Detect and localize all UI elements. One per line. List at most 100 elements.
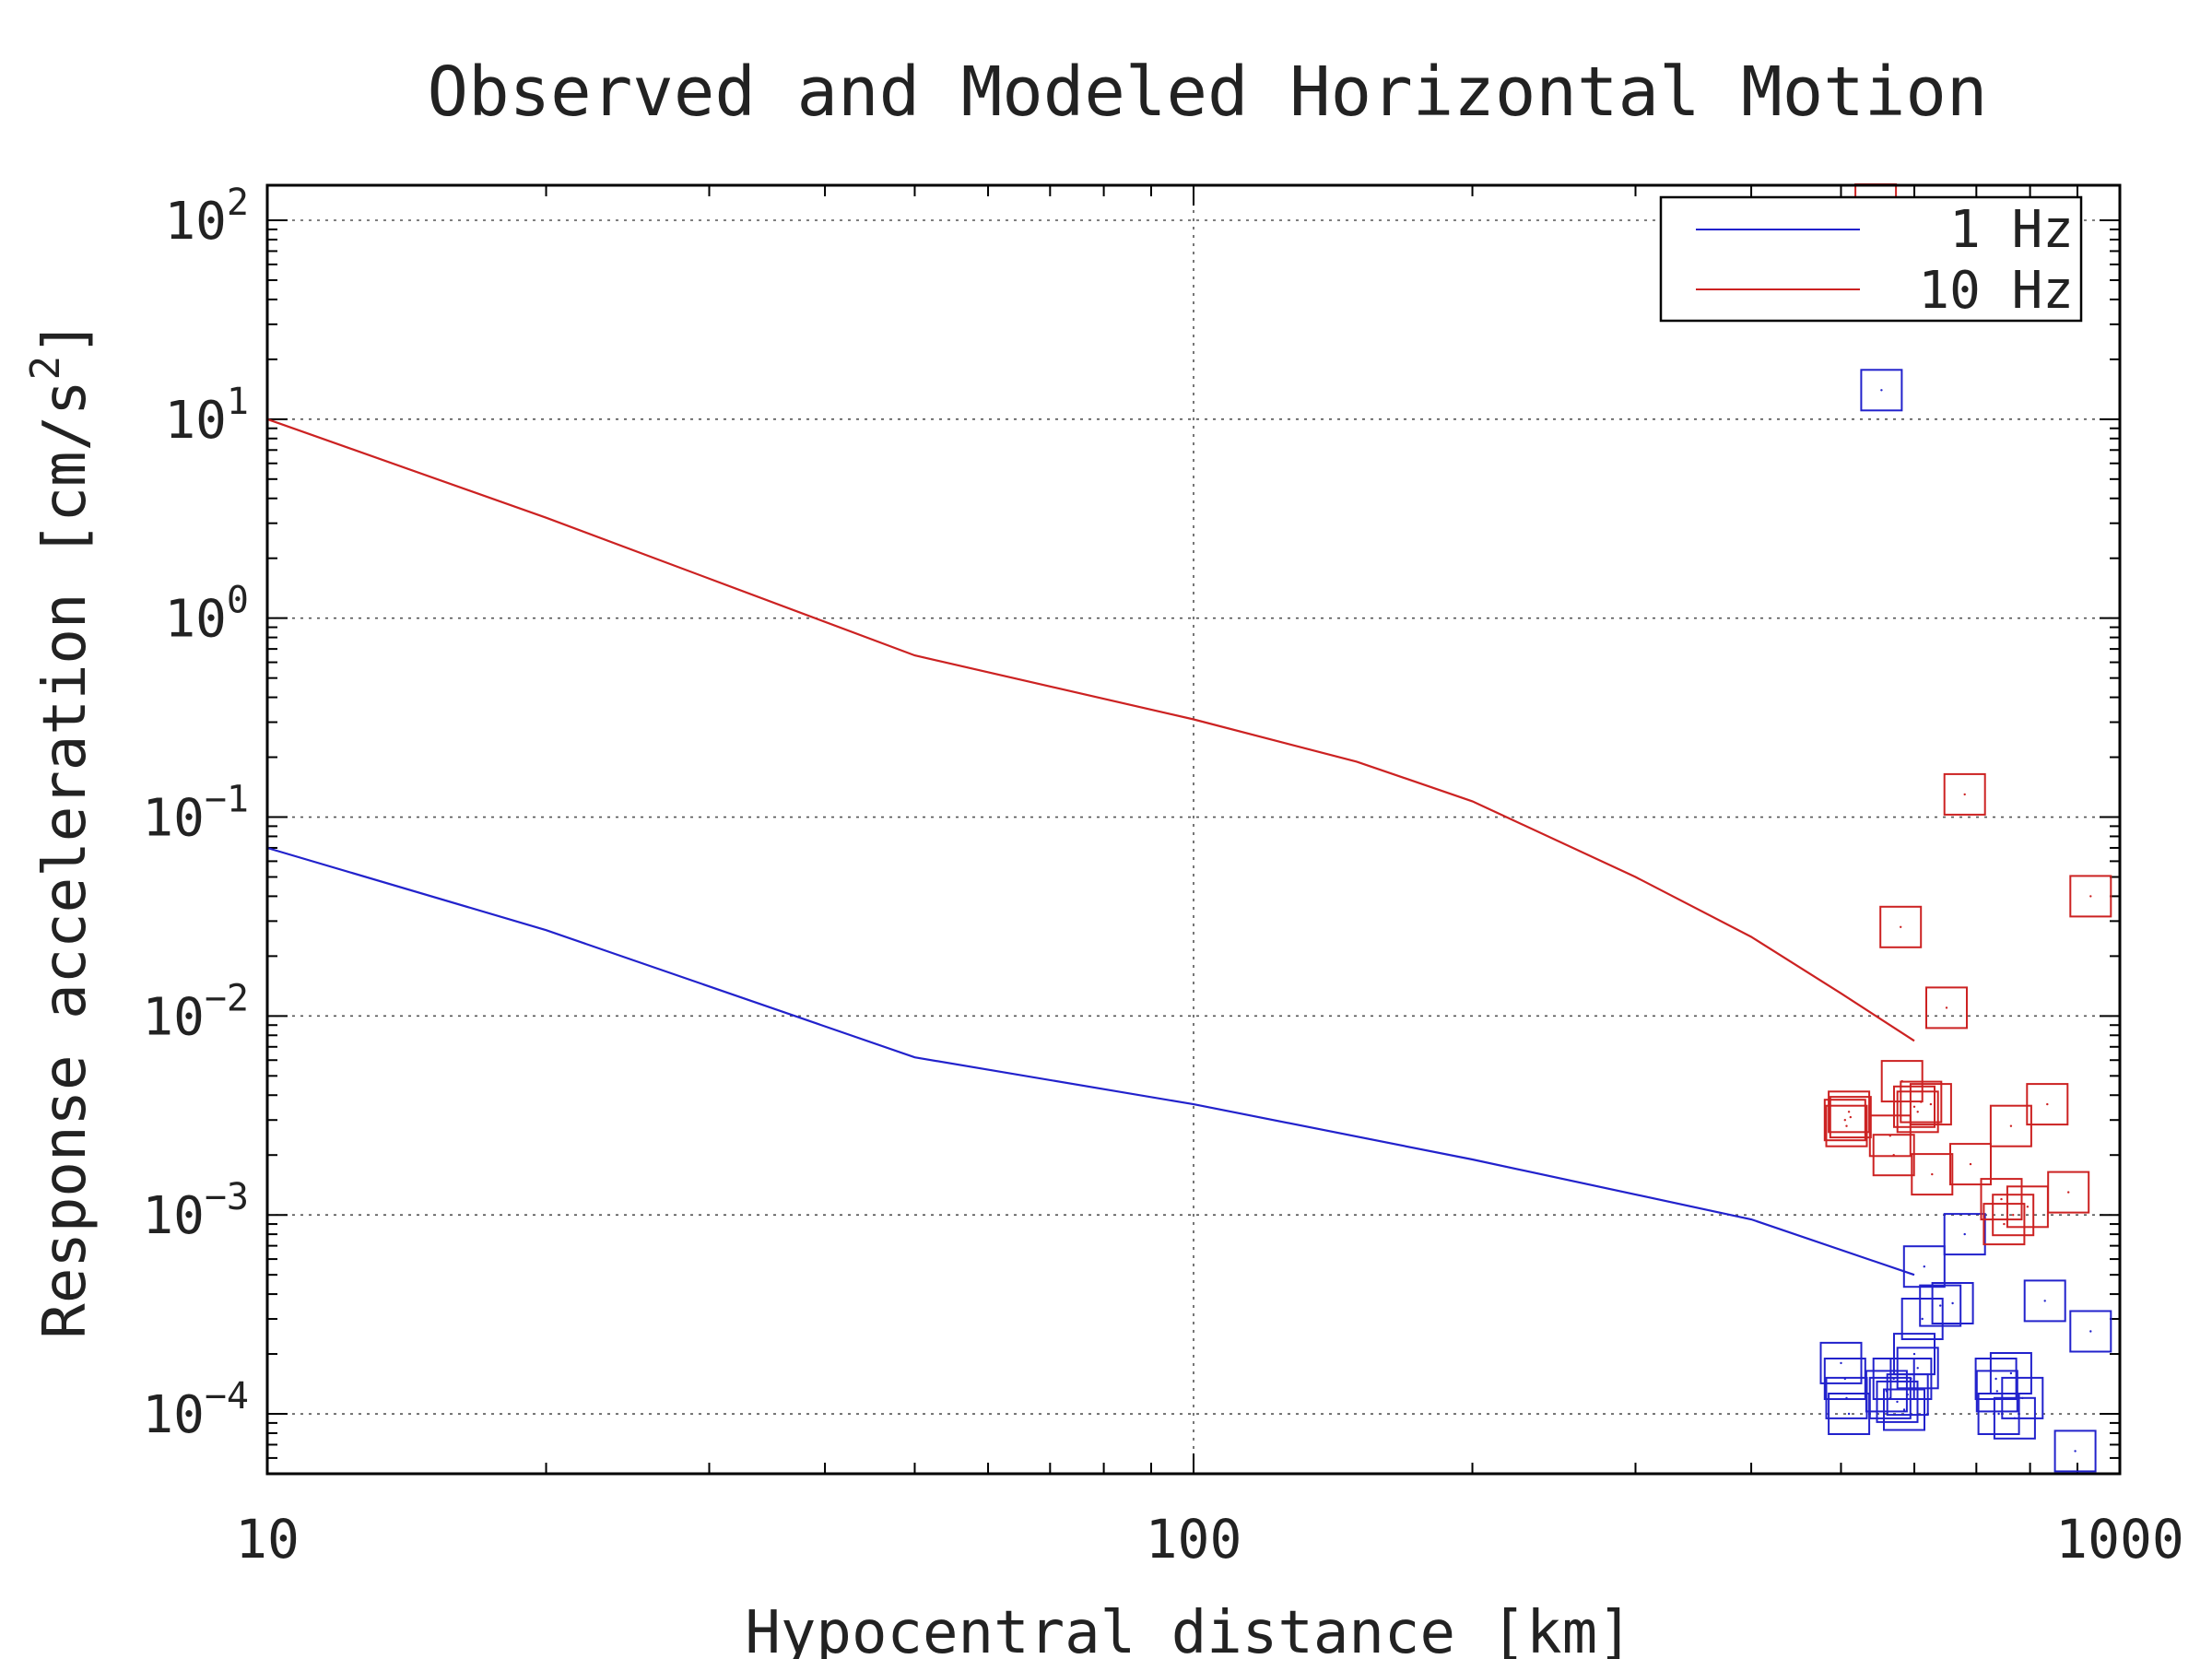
observed-point-10hz	[1980, 1178, 2023, 1221]
observed-point-center-1hz	[1912, 1352, 1916, 1356]
observed-point-center-10hz	[2000, 1197, 2003, 1201]
observed-point-10hz	[1909, 1083, 1952, 1126]
y-axis-label-main: Response acceleration [cm/s	[31, 380, 100, 1338]
observed-point-10hz	[1900, 1080, 1943, 1124]
observed-point-center-1hz	[2009, 1371, 2013, 1375]
observed-point-center-1hz	[1892, 1377, 1895, 1381]
observed-point-center-10hz	[2046, 1102, 2049, 1106]
model-line-10hz	[266, 418, 1915, 1042]
observed-point-center-1hz	[1916, 1367, 1919, 1370]
observed-point-center-1hz	[1880, 389, 1883, 392]
observed-point-center-10hz	[1963, 793, 1966, 796]
observed-point-center-1hz	[2074, 1450, 2077, 1453]
observed-point-center-1hz	[2043, 1300, 2046, 1302]
observed-point-1hz	[1893, 1333, 1936, 1376]
observed-point-1hz	[1819, 1341, 1863, 1384]
observed-point-center-10hz	[1969, 1162, 1972, 1166]
model-lines	[266, 418, 1915, 1277]
observed-point-center-10hz	[1892, 1154, 1895, 1157]
observed-point-center-10hz	[1912, 1105, 1916, 1109]
observed-point-center-10hz	[2089, 895, 2092, 898]
axis-ticks	[267, 185, 2120, 1474]
legend-box	[1659, 195, 2083, 323]
observed-point-center-10hz	[1920, 1100, 1923, 1103]
plot-frame	[265, 183, 2122, 1476]
observed-point-1hz	[1974, 1358, 2018, 1400]
observed-point-10hz	[1893, 1085, 1936, 1128]
x-tick-labels: 10 100 1000	[235, 1508, 2184, 1571]
observed-point-10hz	[2069, 875, 2112, 918]
observed-point-center-1hz	[2021, 1396, 2024, 1400]
observed-point-1hz	[1860, 369, 1903, 412]
model-line-1hz	[266, 846, 1915, 1277]
observed-point-center-10hz	[1845, 1124, 1848, 1127]
observed-point-1hz	[1889, 1358, 1933, 1400]
y-tick-label: 100	[164, 580, 249, 650]
observed-point-10hz	[1983, 1203, 2026, 1246]
observed-point-center-1hz	[1847, 1412, 1851, 1416]
observed-point-10hz	[1828, 1090, 1871, 1134]
x-axis-label: Hypocentral distance [km]	[745, 1599, 1632, 1659]
observed-point-10hz	[1949, 1143, 1992, 1186]
observed-point-10hz	[1989, 1104, 2032, 1147]
observed-point-1hz	[1975, 1370, 2018, 1413]
observed-point-center-1hz	[1902, 1408, 1906, 1411]
observed-point-1hz	[1931, 1282, 1974, 1324]
y-tick-label: 101	[164, 381, 249, 451]
observed-point-1hz	[1943, 1213, 1986, 1256]
observed-point-center-10hz	[2003, 1222, 2006, 1226]
observed-point-1hz	[2069, 1310, 2112, 1353]
observed-point-center-1hz	[1840, 1361, 1842, 1365]
observed-point-1hz	[1919, 1284, 1962, 1327]
y-tick-label: 102	[164, 182, 249, 252]
y-tick-label: 10−2	[142, 977, 249, 1047]
legend: 1 Hz 10 Hz	[1659, 195, 2083, 323]
observed-point-center-10hz	[2009, 1124, 2013, 1127]
observed-point-1hz	[2001, 1376, 2044, 1419]
observed-point-1hz	[1883, 1388, 1925, 1431]
legend-label-10hz: 10 Hz	[1918, 261, 2074, 321]
observed-point-10hz	[1943, 772, 1986, 816]
observed-point-10hz	[1925, 986, 1968, 1030]
x-tick-label: 10	[235, 1508, 300, 1571]
observed-point-center-10hz	[1931, 1172, 1934, 1176]
observed-point-center-1hz	[1951, 1301, 1954, 1305]
observed-point-center-10hz	[1843, 1119, 1847, 1122]
y-tick-label: 10−1	[142, 779, 249, 849]
observed-point-center-10hz	[1849, 1115, 1853, 1119]
observed-point-1hz	[1823, 1358, 1866, 1400]
observed-point-center-1hz	[1923, 1265, 1925, 1268]
observed-point-center-10hz	[1929, 1102, 1933, 1106]
observed-point-10hz	[1896, 1090, 1939, 1134]
observed-point-10hz	[1868, 1114, 1912, 1158]
observed-point-center-10hz	[2067, 1191, 2070, 1194]
observed-point-center-1hz	[1963, 1232, 1966, 1236]
observed-point-center-10hz	[1916, 1111, 1919, 1113]
observed-point-center-10hz	[1900, 925, 1902, 928]
grid	[267, 185, 2120, 1474]
observed-point-10hz	[1992, 1194, 2035, 1237]
x-tick-label: 1000	[2055, 1508, 2184, 1571]
observed-point-center-1hz	[1921, 1317, 1924, 1321]
observed-point-center-10hz	[1945, 1006, 1948, 1009]
observed-point-center-1hz	[1910, 1377, 1912, 1381]
observed-point-center-1hz	[1994, 1377, 1997, 1381]
observed-point-10hz	[2047, 1171, 2090, 1214]
observed-point-center-10hz	[2026, 1206, 2030, 1208]
observed-point-center-1hz	[1997, 1412, 2000, 1416]
observed-point-10hz	[1872, 1134, 1915, 1177]
observed-point-10hz	[2026, 1083, 2069, 1126]
y-axis-label: Response acceleration [cm/s2]	[22, 320, 100, 1338]
observed-point-1hz	[2023, 1279, 2066, 1323]
observed-point-1hz	[1902, 1245, 1946, 1288]
observed-point-center-1hz	[1995, 1390, 1998, 1393]
observed-point-center-1hz	[1906, 1393, 1909, 1396]
y-tick-label: 10−3	[142, 1176, 249, 1246]
y-tick-label: 10−4	[142, 1375, 249, 1445]
observed-points	[1819, 182, 2112, 1473]
y-axis-label-sup: 2	[22, 356, 69, 381]
observed-point-10hz	[1911, 1153, 1954, 1196]
chart-title: Observed and Modeled Horizontal Motion	[428, 53, 1988, 132]
x-tick-label: 100	[1146, 1508, 1242, 1571]
